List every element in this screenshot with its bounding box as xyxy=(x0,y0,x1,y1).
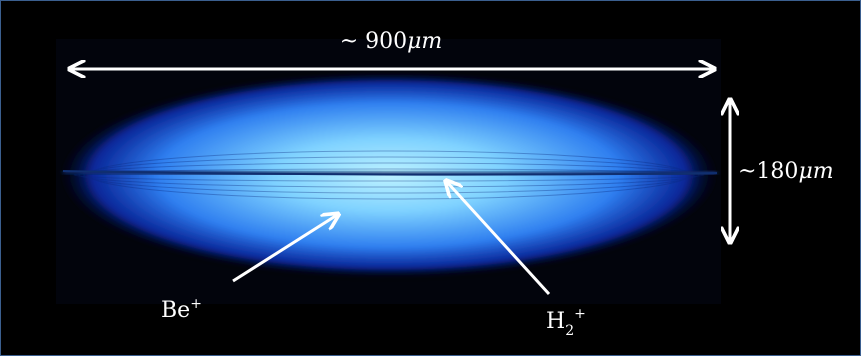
height-label: ~180μm xyxy=(738,159,834,184)
width-label: ~ 900μm xyxy=(340,29,443,54)
be-ion-pointer-arrow xyxy=(232,215,337,283)
h2-ion-string-core xyxy=(62,170,718,176)
be-ion-label: Be+ xyxy=(161,296,202,323)
h2-ion-label: H2+ xyxy=(546,306,586,339)
h2-ion-pointer-arrow xyxy=(447,182,551,296)
